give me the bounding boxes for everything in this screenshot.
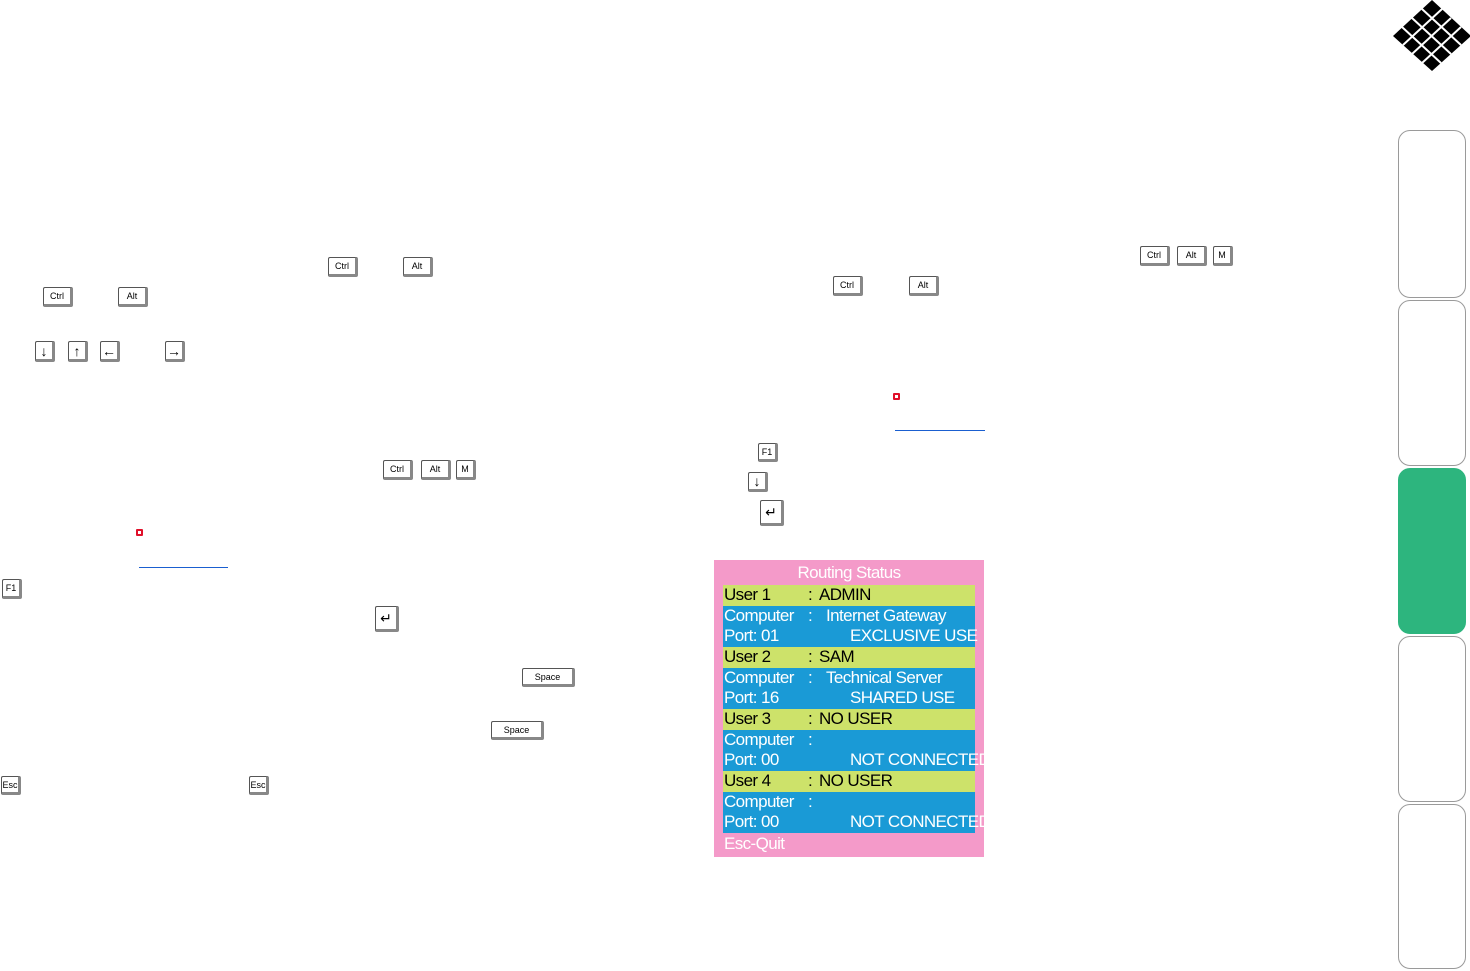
- separator: :: [808, 730, 813, 749]
- side-tab[interactable]: [1398, 804, 1466, 969]
- key: Ctrl: [328, 257, 358, 277]
- key: Alt: [1177, 246, 1207, 266]
- routing-status: Routing Status User 1: ADMIN Computer: Inte…: [714, 560, 991, 857]
- user-name: SAM: [819, 647, 855, 666]
- separator: :: [808, 709, 813, 728]
- key: ←: [100, 341, 120, 362]
- side-tab[interactable]: [1398, 636, 1466, 802]
- port-row: Port: 16 SHARED USE: [723, 688, 975, 709]
- key: Ctrl: [383, 460, 413, 480]
- key: Alt: [118, 287, 148, 307]
- key: Ctrl: [833, 276, 863, 296]
- key: Space: [522, 668, 575, 687]
- port-row: Port: 00 NOT CONNECTED: [723, 750, 991, 771]
- user-label: User 4: [724, 771, 771, 790]
- footer: Esc-Quit: [724, 834, 785, 853]
- key: ↵: [760, 500, 784, 526]
- key: M: [456, 460, 476, 480]
- separator: :: [808, 792, 813, 811]
- routing-title: Routing Status: [797, 563, 901, 582]
- computer-name: Internet Gateway: [826, 606, 946, 625]
- key: F1: [2, 579, 22, 599]
- computer-label: Computer: [724, 606, 794, 625]
- side-tab-active[interactable]: [1398, 468, 1466, 634]
- computer-label: Computer: [724, 668, 794, 687]
- port: Port: 16: [724, 688, 779, 707]
- computer-row: Computer:: [723, 730, 975, 751]
- port-row: Port: 00 NOT CONNECTED: [723, 812, 991, 833]
- separator: :: [808, 585, 813, 604]
- status: NOT CONNECTED: [850, 750, 991, 769]
- key: Space: [491, 721, 544, 740]
- icon: [893, 393, 900, 400]
- user-row: User 2: SAM: [723, 647, 975, 668]
- user-label: User 2: [724, 647, 771, 666]
- side-tab[interactable]: [1398, 130, 1466, 298]
- user-name: NO USER: [819, 771, 893, 790]
- computer-row: Computer: Internet Gateway: [723, 606, 975, 627]
- computer-name: Technical Server: [826, 668, 943, 687]
- link[interactable]: [139, 567, 228, 568]
- key: →: [165, 341, 185, 362]
- key: ↓: [35, 341, 55, 362]
- icon: [136, 529, 143, 536]
- separator: :: [808, 668, 813, 687]
- computer-label: Computer: [724, 792, 794, 811]
- key: Ctrl: [1140, 246, 1170, 266]
- separator: :: [808, 771, 813, 790]
- key: Alt: [403, 257, 433, 277]
- status: EXCLUSIVE USE: [850, 626, 978, 645]
- key: ↓: [748, 472, 768, 492]
- separator: :: [808, 647, 813, 666]
- status: NOT CONNECTED: [850, 812, 991, 831]
- key: Esc: [249, 776, 269, 795]
- computer-row: Computer:: [723, 792, 975, 813]
- user-name: ADMIN: [819, 585, 871, 604]
- logo: [1393, 0, 1470, 71]
- key: Alt: [909, 276, 939, 296]
- status: SHARED USE: [850, 688, 955, 707]
- link[interactable]: [895, 430, 985, 431]
- key: ↵: [375, 606, 399, 632]
- user-label: User 1: [724, 585, 771, 604]
- computer-row: Computer: Technical Server: [723, 668, 975, 689]
- computer-label: Computer: [724, 730, 794, 749]
- user-label: User 3: [724, 709, 771, 728]
- user-row: User 3: NO USER: [723, 709, 975, 730]
- user-row: User 4: NO USER: [723, 771, 975, 792]
- port: Port: 01: [724, 626, 779, 645]
- separator: :: [808, 606, 813, 625]
- key: F1: [758, 443, 778, 462]
- user-row: User 1: ADMIN: [723, 585, 975, 606]
- key: ↑: [68, 341, 88, 362]
- side-tab[interactable]: [1398, 300, 1466, 466]
- key: M: [1213, 246, 1233, 266]
- port: Port: 00: [724, 812, 779, 831]
- port: Port: 00: [724, 750, 779, 769]
- port-row: Port: 01 EXCLUSIVE USE: [723, 626, 978, 647]
- key: Ctrl: [43, 287, 73, 307]
- key: Alt: [421, 460, 451, 480]
- user-name: NO USER: [819, 709, 893, 728]
- key: Esc: [1, 776, 21, 795]
